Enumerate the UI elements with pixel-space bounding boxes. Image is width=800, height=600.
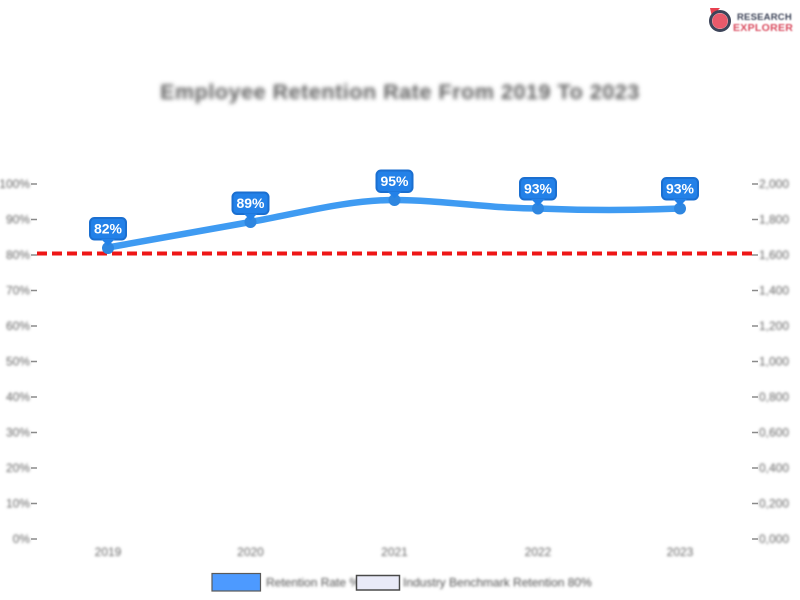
svg-text:89%: 89% [236,195,265,211]
svg-text:1,600: 1,600 [759,248,789,262]
svg-text:60%: 60% [6,319,30,333]
svg-text:1,400: 1,400 [759,284,789,298]
svg-text:20%: 20% [6,461,30,475]
svg-text:70%: 70% [6,284,30,298]
svg-text:10%: 10% [6,497,30,511]
svg-text:50%: 50% [6,355,30,369]
svg-text:0,400: 0,400 [759,461,789,475]
svg-text:2021: 2021 [381,545,408,559]
svg-text:40%: 40% [6,390,30,404]
svg-text:2023: 2023 [667,545,694,559]
svg-text:0%: 0% [13,532,31,546]
svg-text:0,600: 0,600 [759,426,789,440]
svg-text:Employee Retention Rate From 2: Employee Retention Rate From 2019 To 202… [160,80,640,104]
svg-text:0,200: 0,200 [759,497,789,511]
svg-text:0,800: 0,800 [759,390,789,404]
svg-text:0,000: 0,000 [759,532,789,546]
svg-text:2020: 2020 [237,545,264,559]
svg-text:30%: 30% [6,426,30,440]
svg-text:95%: 95% [380,173,409,189]
svg-text:93%: 93% [524,181,553,197]
svg-text:82%: 82% [94,221,123,237]
svg-text:RESEARCH: RESEARCH [737,12,792,23]
svg-text:100%: 100% [0,177,30,191]
svg-text:93%: 93% [666,181,695,197]
svg-text:2019: 2019 [95,545,122,559]
svg-text:Retention Rate %: Retention Rate % [266,576,360,590]
svg-text:Industry Benchmark Retention 8: Industry Benchmark Retention 80% [403,576,592,590]
svg-text:2022: 2022 [525,545,552,559]
svg-text:80%: 80% [6,248,30,262]
svg-text:1,800: 1,800 [759,213,789,227]
svg-text:90%: 90% [6,213,30,227]
svg-text:1,200: 1,200 [759,319,789,333]
svg-text:2,000: 2,000 [759,177,789,191]
svg-text:EXPLORER: EXPLORER [733,22,793,34]
svg-text:1,000: 1,000 [759,355,789,369]
